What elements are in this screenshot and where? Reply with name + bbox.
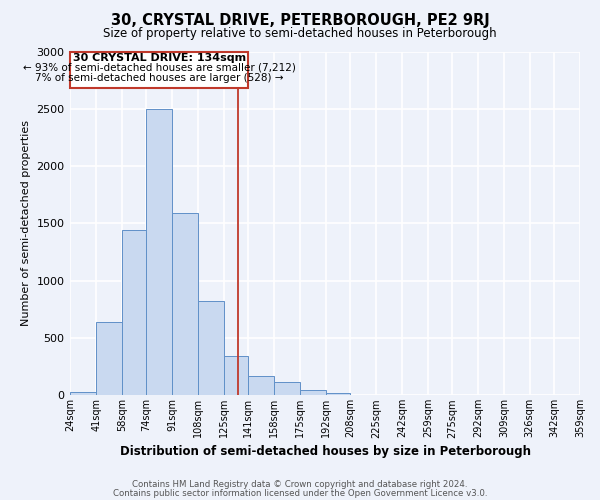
Bar bbox=[70, 392, 96, 396]
Text: Contains HM Land Registry data © Crown copyright and database right 2024.: Contains HM Land Registry data © Crown c… bbox=[132, 480, 468, 489]
Bar bbox=[122, 230, 146, 396]
FancyBboxPatch shape bbox=[70, 52, 248, 88]
Text: Size of property relative to semi-detached houses in Peterborough: Size of property relative to semi-detach… bbox=[103, 28, 497, 40]
Text: 30, CRYSTAL DRIVE, PETERBOROUGH, PE2 9RJ: 30, CRYSTAL DRIVE, PETERBOROUGH, PE2 9RJ bbox=[110, 12, 490, 28]
Bar bbox=[96, 322, 122, 396]
Bar bbox=[172, 213, 198, 396]
Bar bbox=[300, 390, 326, 396]
Bar bbox=[248, 376, 274, 396]
Bar bbox=[146, 109, 172, 396]
Text: ← 93% of semi-detached houses are smaller (7,212): ← 93% of semi-detached houses are smalle… bbox=[23, 63, 296, 73]
Text: 7% of semi-detached houses are larger (528) →: 7% of semi-detached houses are larger (5… bbox=[35, 72, 284, 83]
Bar bbox=[198, 302, 224, 396]
Text: 30 CRYSTAL DRIVE: 134sqm: 30 CRYSTAL DRIVE: 134sqm bbox=[73, 52, 246, 62]
Text: Contains public sector information licensed under the Open Government Licence v3: Contains public sector information licen… bbox=[113, 488, 487, 498]
Bar bbox=[350, 394, 376, 396]
Bar bbox=[224, 356, 248, 396]
Y-axis label: Number of semi-detached properties: Number of semi-detached properties bbox=[21, 120, 31, 326]
Bar bbox=[326, 393, 350, 396]
Bar bbox=[274, 382, 300, 396]
X-axis label: Distribution of semi-detached houses by size in Peterborough: Distribution of semi-detached houses by … bbox=[119, 444, 530, 458]
